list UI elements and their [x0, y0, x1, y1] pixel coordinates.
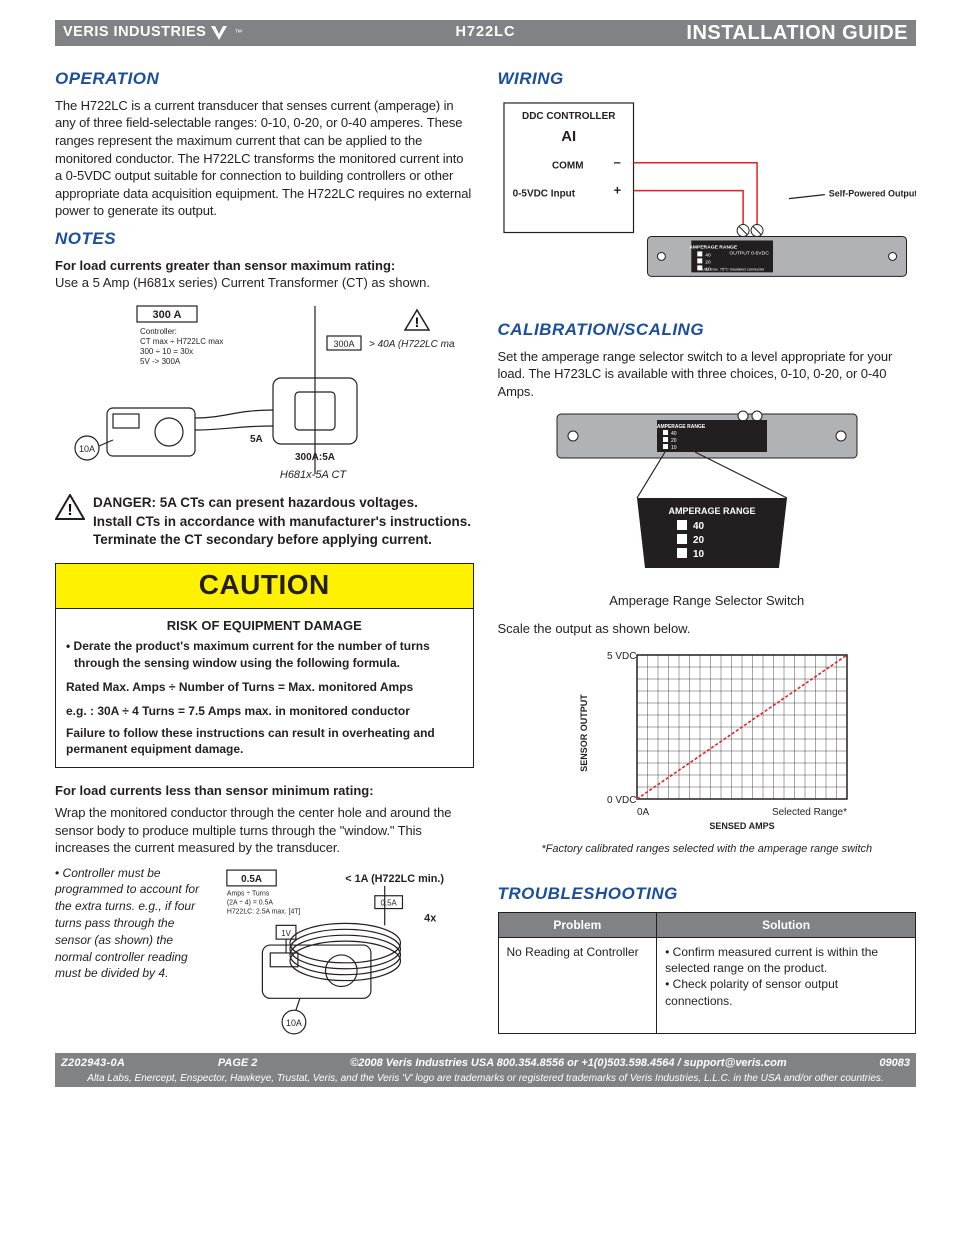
- ts-solution: • Confirm measured current is within the…: [657, 937, 916, 1033]
- svg-text:AMPERAGE RANGE: AMPERAGE RANGE: [668, 506, 755, 516]
- notes-greater-heading: For load currents greater than sensor ma…: [55, 257, 474, 275]
- scale-intro: Scale the output as shown below.: [498, 620, 917, 638]
- svg-text:0-5VDC Input: 0-5VDC Input: [512, 189, 575, 200]
- danger-line-1: DANGER: 5A CTs can present hazardous vol…: [93, 494, 471, 512]
- footer-page: PAGE 2: [218, 1056, 258, 1071]
- svg-text:0A: 0A: [637, 807, 650, 818]
- turns-note: Controller must be programmed to account…: [55, 865, 205, 983]
- scaling-chart: 5 VDC 0 VDC SENSOR OUTPUT 0A Selected Ra…: [498, 645, 917, 856]
- svg-text:DDC CONTROLLER: DDC CONTROLLER: [522, 111, 615, 122]
- operation-body: The H722LC is a current transducer that …: [55, 97, 474, 220]
- svg-text:300 ÷ 10 = 30x: 300 ÷ 10 = 30x: [140, 347, 193, 356]
- brand-text: VERIS INDUSTRIES: [63, 23, 206, 43]
- svg-text:Amps ÷ Turns: Amps ÷ Turns: [227, 890, 270, 897]
- svg-text:> 40A (H722LC max.): > 40A (H722LC max.): [369, 339, 455, 350]
- danger-line-2: Install CTs in accordance with manufactu…: [93, 513, 471, 531]
- svg-text:Selected Range*: Selected Range*: [772, 807, 847, 818]
- svg-text:COMM: COMM: [551, 161, 583, 172]
- svg-text:0 VDC: 0 VDC: [607, 795, 636, 806]
- notes-greater-body: Use a 5 Amp (H681x series) Current Trans…: [55, 274, 474, 292]
- svg-text:SENSED AMPS: SENSED AMPS: [709, 821, 774, 831]
- svg-text:300A: 300A: [333, 339, 354, 349]
- warning-icon: !: [55, 494, 85, 520]
- amperage-selector-figure: AMPERAGE RANGE 40 20 10 AMPERAGE RANGE: [498, 408, 917, 610]
- svg-text:–: –: [613, 155, 620, 170]
- wiring-diagram: DDC CONTROLLER AI COMM 0-5VDC Input – + …: [498, 97, 917, 296]
- table-row: No Reading at Controller • Confirm measu…: [498, 937, 916, 1033]
- svg-text:20: 20: [671, 438, 677, 444]
- svg-text:AMPERAGE RANGE: AMPERAGE RANGE: [657, 424, 706, 430]
- svg-text:4x: 4x: [424, 912, 436, 924]
- svg-text:OUTPUT 0-5VDC: OUTPUT 0-5VDC: [729, 250, 769, 256]
- brand-label: VERIS INDUSTRIES ™: [63, 23, 456, 43]
- footer-copyright: ©2008 Veris Industries USA 800.354.8556 …: [350, 1056, 787, 1071]
- svg-text:300A:5A: 300A:5A: [295, 452, 335, 463]
- ts-col-solution: Solution: [657, 912, 916, 937]
- svg-text:5V -> 300A: 5V -> 300A: [140, 357, 181, 366]
- calibration-heading: CALIBRATION/SCALING: [498, 319, 917, 342]
- caution-example: e.g. : 30A ÷ 4 Turns = 7.5 Amps max. in …: [66, 703, 463, 719]
- svg-text:10A: 10A: [79, 444, 95, 454]
- calibration-intro: Set the amperage range selector switch t…: [498, 348, 917, 401]
- turns-diagram-row: Controller must be programmed to account…: [55, 865, 474, 1035]
- svg-text:1V: 1V: [281, 929, 291, 938]
- footer-bar: Z202943-0A PAGE 2 ©2008 Veris Industries…: [55, 1053, 916, 1087]
- svg-text:SENSOR OUTPUT: SENSOR OUTPUT: [579, 694, 589, 772]
- ts-problem: No Reading at Controller: [498, 937, 657, 1033]
- caution-title: CAUTION: [56, 564, 473, 609]
- caution-risk: RISK OF EQUIPMENT DAMAGE: [66, 617, 463, 635]
- svg-text:20: 20: [693, 535, 705, 546]
- svg-text:Self-Powered Output: Self-Powered Output: [828, 189, 916, 199]
- footer-trademark: Alta Labs, Enercept, Enspector, Hawkeye,…: [61, 1072, 910, 1086]
- caution-formula: Rated Max. Amps ÷ Number of Turns = Max.…: [66, 679, 463, 695]
- svg-text:0.5A: 0.5A: [381, 898, 398, 907]
- caution-box: CAUTION RISK OF EQUIPMENT DAMAGE • Derat…: [55, 563, 474, 768]
- footer-docno: Z202943-0A: [61, 1056, 125, 1071]
- svg-text:!: !: [67, 502, 72, 519]
- svg-text:!: !: [415, 314, 420, 330]
- amperage-selector-caption: Amperage Range Selector Switch: [498, 592, 917, 610]
- svg-text:CT max ÷ H722LC max: CT max ÷ H722LC max: [140, 337, 223, 346]
- svg-text:20: 20: [705, 259, 711, 265]
- footer-datecode: 09083: [879, 1056, 910, 1071]
- operation-heading: OPERATION: [55, 68, 474, 91]
- svg-text:40: 40: [671, 431, 677, 437]
- caution-bullet: • Derate the product's maximum current f…: [66, 638, 463, 670]
- notes-less-heading: For load currents less than sensor minim…: [55, 782, 474, 800]
- svg-text:300 A: 300 A: [153, 309, 182, 321]
- scaling-note: *Factory calibrated ranges selected with…: [498, 842, 917, 857]
- header-bar: VERIS INDUSTRIES ™ H722LC INSTALLATION G…: [55, 20, 916, 46]
- svg-text:Use max. 75°C insulated conduc: Use max. 75°C insulated conductor: [702, 266, 765, 271]
- notes-heading: NOTES: [55, 228, 474, 251]
- svg-text:Controller:: Controller:: [140, 327, 177, 336]
- svg-text:(2A ÷ 4) = 0.5A: (2A ÷ 4) = 0.5A: [227, 899, 274, 906]
- troubleshooting-heading: TROUBLESHOOTING: [498, 883, 917, 906]
- doc-type-label: INSTALLATION GUIDE: [516, 20, 909, 47]
- ct-greater-diagram: 300 A Controller: CT max ÷ H722LC max 30…: [55, 300, 474, 485]
- model-label: H722LC: [456, 23, 516, 43]
- wiring-heading: WIRING: [498, 68, 917, 91]
- svg-text:40: 40: [693, 521, 705, 532]
- svg-text:10: 10: [693, 549, 705, 560]
- svg-text:0.5A: 0.5A: [241, 874, 262, 885]
- svg-text:< 1A (H722LC min.): < 1A (H722LC min.): [345, 873, 444, 885]
- brand-v-icon: [210, 25, 228, 41]
- danger-block: ! DANGER: 5A CTs can present hazardous v…: [55, 494, 474, 549]
- caution-fail: Failure to follow these instructions can…: [66, 725, 463, 757]
- svg-text:+: +: [613, 183, 621, 198]
- troubleshooting-table: Problem Solution No Reading at Controlle…: [498, 912, 917, 1034]
- turns-diagram: 0.5A Amps ÷ Turns (2A ÷ 4) = 0.5A H722LC…: [217, 865, 474, 1035]
- svg-text:H681x-5A CT: H681x-5A CT: [280, 469, 348, 480]
- svg-text:10: 10: [671, 445, 677, 451]
- notes-less-body: Wrap the monitored conductor through the…: [55, 804, 474, 857]
- svg-text:5 VDC: 5 VDC: [607, 651, 636, 662]
- svg-text:10A: 10A: [286, 1018, 302, 1028]
- danger-line-3: Terminate the CT secondary before applyi…: [93, 531, 471, 549]
- ts-col-problem: Problem: [498, 912, 657, 937]
- svg-text:5A: 5A: [250, 434, 263, 445]
- svg-text:AI: AI: [561, 128, 576, 145]
- svg-text:40: 40: [705, 252, 711, 258]
- svg-text:H722LC: 2.5A max. [4T]: H722LC: 2.5A max. [4T]: [227, 908, 301, 915]
